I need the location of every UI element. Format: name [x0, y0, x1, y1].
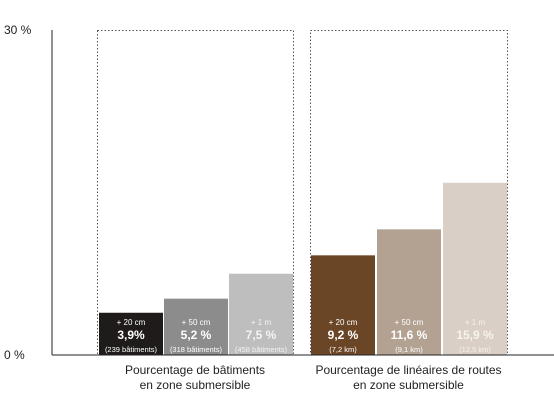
group-label: en zone submersible — [140, 378, 251, 392]
bar-top-label: + 20 cm — [329, 318, 358, 327]
bar — [443, 182, 507, 355]
axes: 0 % 30 % — [4, 23, 554, 362]
y-tick-label: 30 % — [4, 23, 32, 37]
bar-top-label: + 1 m — [251, 318, 272, 327]
bar-value-label: 7,5 % — [246, 328, 277, 342]
bar — [229, 273, 293, 355]
bar — [164, 298, 228, 355]
group-label: en zone submersible — [353, 378, 464, 392]
bar-top-label: + 20 cm — [117, 318, 146, 327]
bar-sub-label: (9,1 km) — [395, 345, 423, 354]
bar — [377, 229, 441, 355]
bar — [311, 255, 375, 355]
bar — [99, 312, 163, 355]
bar-sub-label: (458 bâtiments) — [235, 345, 288, 354]
bar-value-label: 5,2 % — [181, 328, 212, 342]
bar-value-label: 15,9 % — [456, 328, 494, 342]
bar-sub-label: (318 bâtiments) — [170, 345, 223, 354]
group-frame — [97, 30, 294, 356]
bars: + 20 cm3,9%(239 bâtiments)+ 50 cm5,2 %(3… — [99, 182, 507, 355]
group-label: Pourcentage de linéaires de routes — [315, 363, 501, 377]
bar-value-label: 3,9% — [117, 328, 145, 342]
y-tick-label: 0 % — [4, 348, 25, 362]
bar-top-label: + 50 cm — [182, 318, 211, 327]
bar-top-label: + 50 cm — [395, 318, 424, 327]
bar-value-label: 11,6 % — [391, 328, 428, 342]
bar-sub-label: (239 bâtiments) — [105, 345, 158, 354]
group-label: Pourcentage de bâtiments — [125, 363, 265, 377]
bar-top-label: + 1 m — [465, 318, 486, 327]
bar-sub-label: (7,2 km) — [329, 345, 357, 354]
bar-value-label: 9,2 % — [328, 328, 359, 342]
bar-sub-label: (12,5 km) — [459, 345, 491, 354]
